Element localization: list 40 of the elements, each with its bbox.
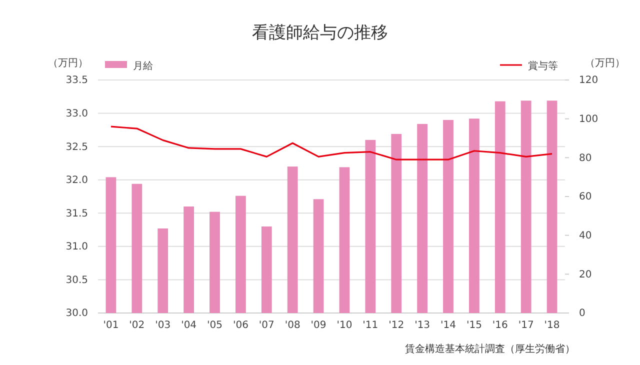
line-series [110,126,553,160]
x-tick-label: '16 [492,320,508,332]
x-tick-label: '08 [284,320,300,332]
text: 賃金構造基本統計調査（厚生労働省） [405,343,575,355]
y-tick-label: 33.5 [66,75,88,86]
x-tick-label: '07 [258,320,274,332]
y-tick-label: 31.5 [66,208,88,220]
x-tick-label: '06 [232,320,248,332]
y-tick-label: 32.0 [66,175,88,186]
y-tick-label: 31.0 [66,242,88,253]
y2-tick-label: 100 [579,114,598,126]
x-tick-label: '13 [414,320,430,332]
y2-tick-label: 80 [579,152,592,164]
x-tick-label: '10 [336,320,352,332]
x-tick-label: '04 [181,320,197,332]
y2-tick-label: 60 [579,192,592,203]
chart-title: 看護師給与の推移 [252,23,388,43]
x-tick-label: '01 [103,320,119,332]
x-tick-label: '09 [310,320,326,332]
y2-tick-label: 0 [579,308,586,320]
x-tick-label: '02 [129,320,145,332]
legend-label: 月給 [133,60,153,72]
legend-label: 賞与等 [528,60,558,72]
x-tick-label: '18 [544,320,560,332]
y2-tick-label: 120 [579,75,598,86]
x-tick-label: '05 [207,320,222,332]
y2-tick-label: 20 [579,269,592,280]
x-tick-label: '03 [155,320,171,332]
x-tick-label: '12 [388,320,404,332]
x-tick-label: '11 [362,320,378,332]
y-tick-label: 32.5 [66,142,88,153]
y2-axis-title: （万円） [585,58,625,69]
x-tick-label: '14 [440,320,456,332]
x-tick-label: '17 [518,320,534,332]
y-tick-label: 30.5 [66,274,88,286]
y-tick-label: 30.0 [66,308,88,320]
x-tick-label: '15 [466,320,482,332]
y2-tick-label: 40 [579,230,592,242]
y-tick-label: 33.0 [66,108,88,120]
y-axis-title: （万円） [48,58,88,69]
